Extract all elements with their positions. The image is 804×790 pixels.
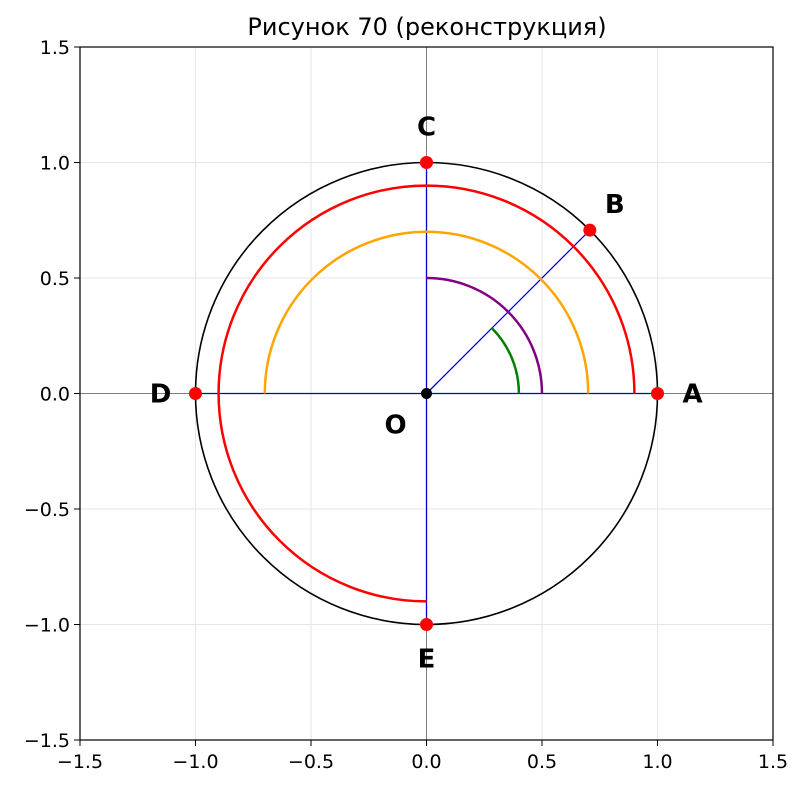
y-tick-label: −1.5 [24, 730, 70, 752]
purple-arc [426, 276, 544, 394]
y-tick-label: −0.5 [24, 499, 70, 521]
diagram-shapes [189, 156, 664, 631]
point-labels: A B C D E O [150, 113, 703, 675]
point-a [651, 387, 664, 400]
x-tick-label: 0.5 [527, 751, 557, 773]
green-arc [490, 327, 521, 394]
y-tick-label: 1.0 [40, 153, 70, 175]
point-label-c: C [417, 113, 436, 143]
tick-marks: −1.5−1.5 −1.0 −1.0 −0.5 −0.5 0.0 0.0 0.5 0.5 1.0 1… [24, 37, 788, 773]
origin-point [421, 388, 432, 399]
x-tick-label: −1.5 [57, 751, 103, 773]
x-tick-label: 0.0 [411, 751, 441, 773]
orange-arc [263, 230, 590, 394]
y-tick-label: −1.0 [24, 615, 70, 637]
point-c [420, 156, 433, 169]
origin-label: O [384, 411, 406, 441]
x-tick-label: 1.5 [758, 751, 788, 773]
x-tick-label: 1.0 [642, 751, 672, 773]
point-label-a: A [682, 380, 702, 410]
point-b [583, 223, 597, 237]
point-d [189, 387, 202, 400]
red-arc [217, 184, 636, 603]
point-label-b: B [605, 190, 625, 220]
x-tick-label: −1.0 [172, 751, 218, 773]
point-e [420, 618, 433, 631]
y-tick-label: 1.5 [40, 37, 70, 59]
y-tick-label: 0.5 [40, 268, 70, 290]
point-label-d: D [150, 380, 172, 410]
chart-title: Рисунок 70 (реконструкция) [247, 13, 606, 41]
y-tick-label: 0.0 [40, 384, 70, 406]
x-tick-label: −0.5 [288, 751, 334, 773]
point-label-e: E [418, 645, 436, 675]
